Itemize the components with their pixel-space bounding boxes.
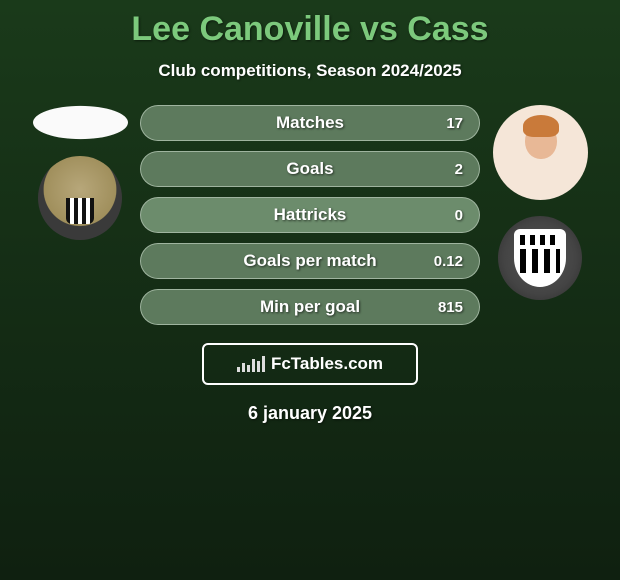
date-label: 6 january 2025 xyxy=(0,403,620,424)
stat-value-right: 815 xyxy=(438,299,463,316)
stat-value-right: 0.12 xyxy=(434,253,463,270)
stat-value-right: 17 xyxy=(446,115,463,132)
page-title: Lee Canoville vs Cass xyxy=(0,0,620,49)
stat-label: Min per goal xyxy=(141,297,479,317)
subtitle: Club competitions, Season 2024/2025 xyxy=(0,61,620,81)
stat-row: Min per goal815 xyxy=(140,289,480,325)
stat-label: Hattricks xyxy=(141,205,479,225)
stats-list: Matches17 Goals2 Hattricks0 Goals per match… xyxy=(140,105,480,325)
stat-row: Matches17 xyxy=(140,105,480,141)
right-club-badge xyxy=(498,216,582,300)
stat-row: Goals2 xyxy=(140,151,480,187)
stat-row: Goals per match0.12 xyxy=(140,243,480,279)
left-player-column xyxy=(20,105,140,240)
right-player-avatar xyxy=(493,105,588,200)
stat-label: Goals per match xyxy=(141,251,479,271)
stat-label: Goals xyxy=(141,159,479,179)
brand-badge: FcTables.com xyxy=(202,343,418,385)
left-club-badge xyxy=(38,156,122,240)
brand-text: FcTables.com xyxy=(271,354,383,374)
right-player-column xyxy=(480,105,600,300)
stat-label: Matches xyxy=(141,113,479,133)
comparison-area: Matches17 Goals2 Hattricks0 Goals per match… xyxy=(0,105,620,325)
stat-value-right: 0 xyxy=(455,207,463,224)
stat-value-right: 2 xyxy=(455,161,463,178)
chart-icon xyxy=(237,356,265,372)
stat-row: Hattricks0 xyxy=(140,197,480,233)
left-player-avatar xyxy=(33,106,128,139)
